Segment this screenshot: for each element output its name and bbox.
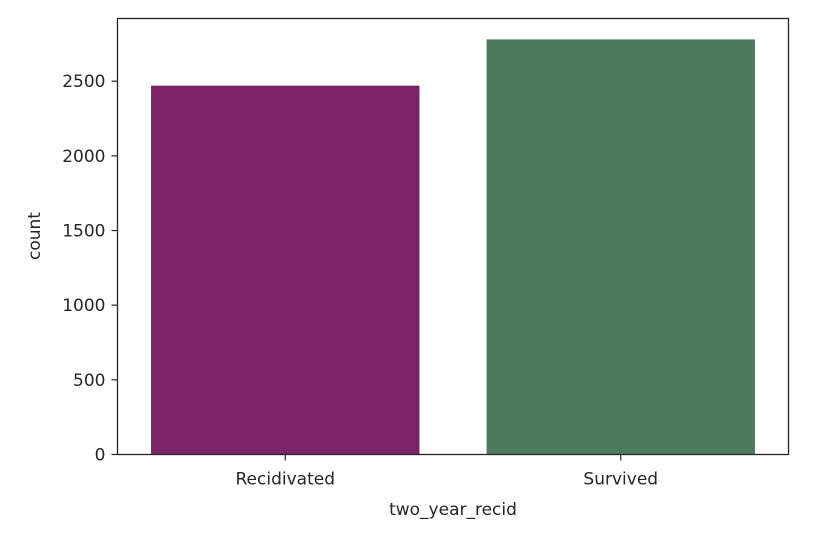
y-tick-label: 1500 (62, 222, 105, 242)
plot-frame (116, 17, 790, 456)
y-tick-label: 2000 (62, 147, 105, 167)
y-tick-label: 1000 (62, 296, 105, 316)
y-tick-label: 500 (73, 371, 105, 391)
y-axis-label: count (25, 212, 45, 260)
x-axis-label: two_year_recid (389, 500, 517, 520)
y-tick-label: 2500 (62, 72, 105, 92)
y-axis-ticks: 0 500 1000 1500 2000 2500 (62, 72, 118, 466)
bars-group (151, 39, 755, 455)
x-axis-ticks: Recidivated Survived (236, 454, 658, 490)
y-tick-label: 0 (95, 446, 106, 466)
bar-recidivated (151, 85, 420, 455)
bar-survived (486, 39, 755, 455)
x-tick-label: Recidivated (236, 470, 336, 490)
x-tick-label: Survived (583, 470, 658, 490)
